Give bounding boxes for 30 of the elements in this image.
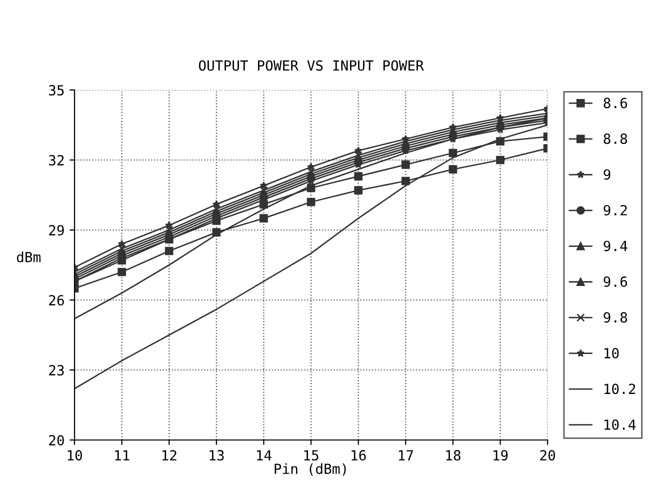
y-tick-label: 26 <box>49 295 64 306</box>
x-tick-label: 11 <box>115 450 130 460</box>
y-tick-label: 35 <box>49 85 64 96</box>
x-tick-label: 15 <box>304 450 318 461</box>
x-tick-label: 20 <box>540 450 556 461</box>
x-tick-label: 17 <box>398 450 413 460</box>
y-tick-label: 20 <box>49 435 64 446</box>
legend-label: 9.4 <box>604 240 628 252</box>
legend-label: 8.8 <box>604 133 628 144</box>
x-tick-label: 14 <box>257 450 272 460</box>
legend-label: 10.2 <box>604 384 636 394</box>
x-tick-label: 12 <box>162 450 176 460</box>
x-tick-label: 10 <box>68 450 82 461</box>
legend-label: 8.6 <box>604 98 628 108</box>
legend-label: 10 <box>604 348 619 358</box>
y-axis-title: dBm <box>16 252 41 262</box>
y-tick-label: 29 <box>49 225 64 236</box>
x-tick-label: 19 <box>494 450 508 461</box>
legend-label: 10.4 <box>604 419 636 430</box>
y-tick-label: 23 <box>49 365 64 376</box>
chart-title: OUTPUT POWER VS INPUT POWER <box>198 60 424 71</box>
legend-label: 9.6 <box>604 276 628 287</box>
x-axis-title: Pin (dBm) <box>274 463 346 476</box>
x-tick-label: 16 <box>352 450 366 461</box>
x-tick-label: 13 <box>210 450 224 461</box>
legend-label: 9.2 <box>604 204 627 216</box>
legend-label: 9 <box>604 169 610 180</box>
x-tick-label: 18 <box>446 450 460 461</box>
y-tick-label: 32 <box>49 155 64 166</box>
legend-label: 9.8 <box>604 312 628 323</box>
